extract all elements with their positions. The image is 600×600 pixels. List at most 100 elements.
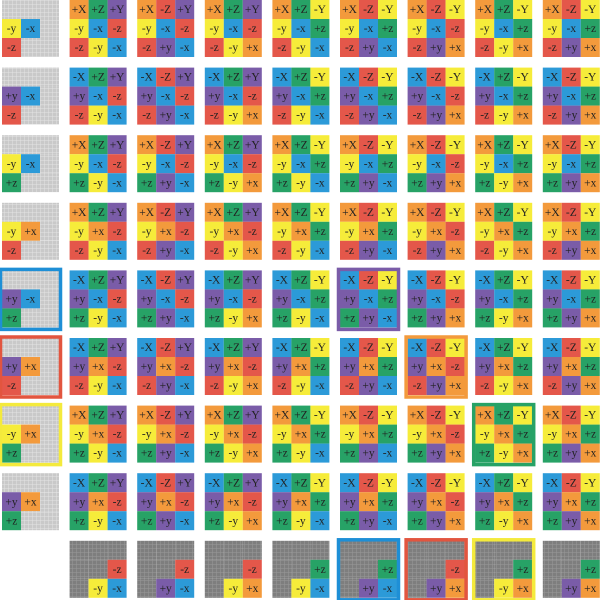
cell — [407, 357, 427, 376]
cell-label: -y — [93, 448, 103, 460]
cell-label: +X — [545, 410, 560, 422]
cell-label: +z — [209, 515, 221, 527]
cell — [156, 270, 176, 290]
cell — [69, 289, 89, 309]
tile: -X +Z +Y +y -x -z +z -y +x — [204, 270, 262, 328]
cell — [88, 424, 108, 444]
cell — [378, 38, 397, 57]
cell-label: -z — [142, 380, 151, 392]
cell-label: +Y — [110, 477, 125, 489]
cell-label: +z — [344, 448, 356, 460]
cell-label: +z — [479, 313, 491, 325]
cell — [69, 86, 89, 106]
cell-label: -Y — [449, 410, 462, 422]
tile: +X -Z -Y -y +x +z -z +y +x — [542, 202, 600, 260]
cell-label: +X — [139, 139, 154, 151]
cell-label: -y — [345, 23, 355, 35]
cell-label: -z — [180, 496, 189, 508]
cell — [359, 492, 378, 512]
cell — [156, 473, 176, 493]
cell — [407, 308, 427, 328]
cell-label: -z — [345, 42, 354, 54]
cell — [561, 338, 581, 357]
cell — [445, 492, 465, 512]
cell — [445, 559, 465, 579]
cell-label: +X — [207, 4, 222, 16]
cell — [407, 240, 427, 260]
tile: -X +Z -Y +y +x +z +z -y -x — [272, 473, 330, 531]
cell — [291, 67, 311, 87]
cell — [69, 0, 89, 19]
cell-label: -z — [7, 380, 16, 392]
cell — [475, 67, 495, 87]
cell — [580, 38, 600, 57]
tile: +y -x -z — [2, 67, 59, 125]
cell — [156, 338, 176, 357]
cell-label: -x — [315, 380, 325, 392]
cell-label: +z — [382, 158, 394, 170]
cell — [175, 135, 195, 155]
tile: -z +y +x — [407, 540, 465, 598]
empty-cell — [40, 376, 59, 395]
empty-cell — [407, 578, 427, 598]
cell-label: +X — [207, 410, 222, 422]
cell-label: +y — [411, 91, 423, 103]
tile: +X +Z -Y -y +x +z +z -y +x — [475, 405, 533, 463]
cell-label: -y — [345, 226, 355, 238]
cell — [359, 221, 378, 241]
cell — [242, 154, 262, 174]
cell — [378, 240, 397, 260]
cell — [340, 240, 359, 260]
cell — [223, 376, 243, 395]
cell-label: -y — [74, 23, 84, 35]
cell-label: -x — [315, 110, 325, 122]
cell — [494, 376, 514, 395]
cell — [88, 511, 108, 531]
cell-label: -y — [296, 110, 306, 122]
empty-cell — [426, 540, 446, 560]
cell — [513, 289, 533, 309]
cell — [107, 0, 127, 19]
cell-label: +z — [314, 564, 326, 576]
cell-label: -Z — [363, 72, 374, 84]
cell-label: +X — [410, 4, 425, 16]
cell — [359, 376, 378, 395]
cell-label: -z — [248, 226, 257, 238]
cell-label: +y — [479, 496, 491, 508]
cell — [107, 38, 127, 57]
cell-label: -X — [208, 477, 221, 489]
cell-label: -z — [345, 380, 354, 392]
cell — [494, 270, 514, 290]
cell-label: -Z — [363, 207, 374, 219]
cell-label: -Z — [363, 342, 374, 354]
cell — [378, 578, 397, 598]
cell-label: +Z — [497, 275, 511, 287]
cell — [242, 221, 262, 241]
cell — [107, 135, 127, 155]
cell-label: -y — [93, 313, 103, 325]
cell-label: +x — [246, 110, 258, 122]
cell — [359, 240, 378, 260]
cell-label: -y — [93, 110, 103, 122]
cell-label: +z — [73, 448, 85, 460]
cell — [69, 38, 89, 57]
cell — [223, 19, 243, 38]
cell-label: -X — [208, 72, 221, 84]
tile: +X +Z -Y -y -x +z -z -y -x — [272, 0, 330, 57]
cell — [291, 443, 311, 463]
cell-label: -y — [93, 583, 103, 595]
cell-label: +z — [585, 429, 597, 441]
cell — [88, 38, 108, 57]
cell-label: +x — [517, 177, 529, 189]
cell-label: -x — [112, 313, 122, 325]
cell-label: +Y — [110, 410, 125, 422]
cell-label: +z — [382, 226, 394, 238]
cell — [407, 154, 427, 174]
cell-label: +X — [72, 139, 87, 151]
cell — [542, 240, 562, 260]
cell-label: -z — [75, 110, 84, 122]
cell — [378, 86, 397, 106]
cell — [561, 405, 581, 425]
cell-label: -z — [248, 361, 257, 373]
empty-cell — [542, 540, 562, 560]
